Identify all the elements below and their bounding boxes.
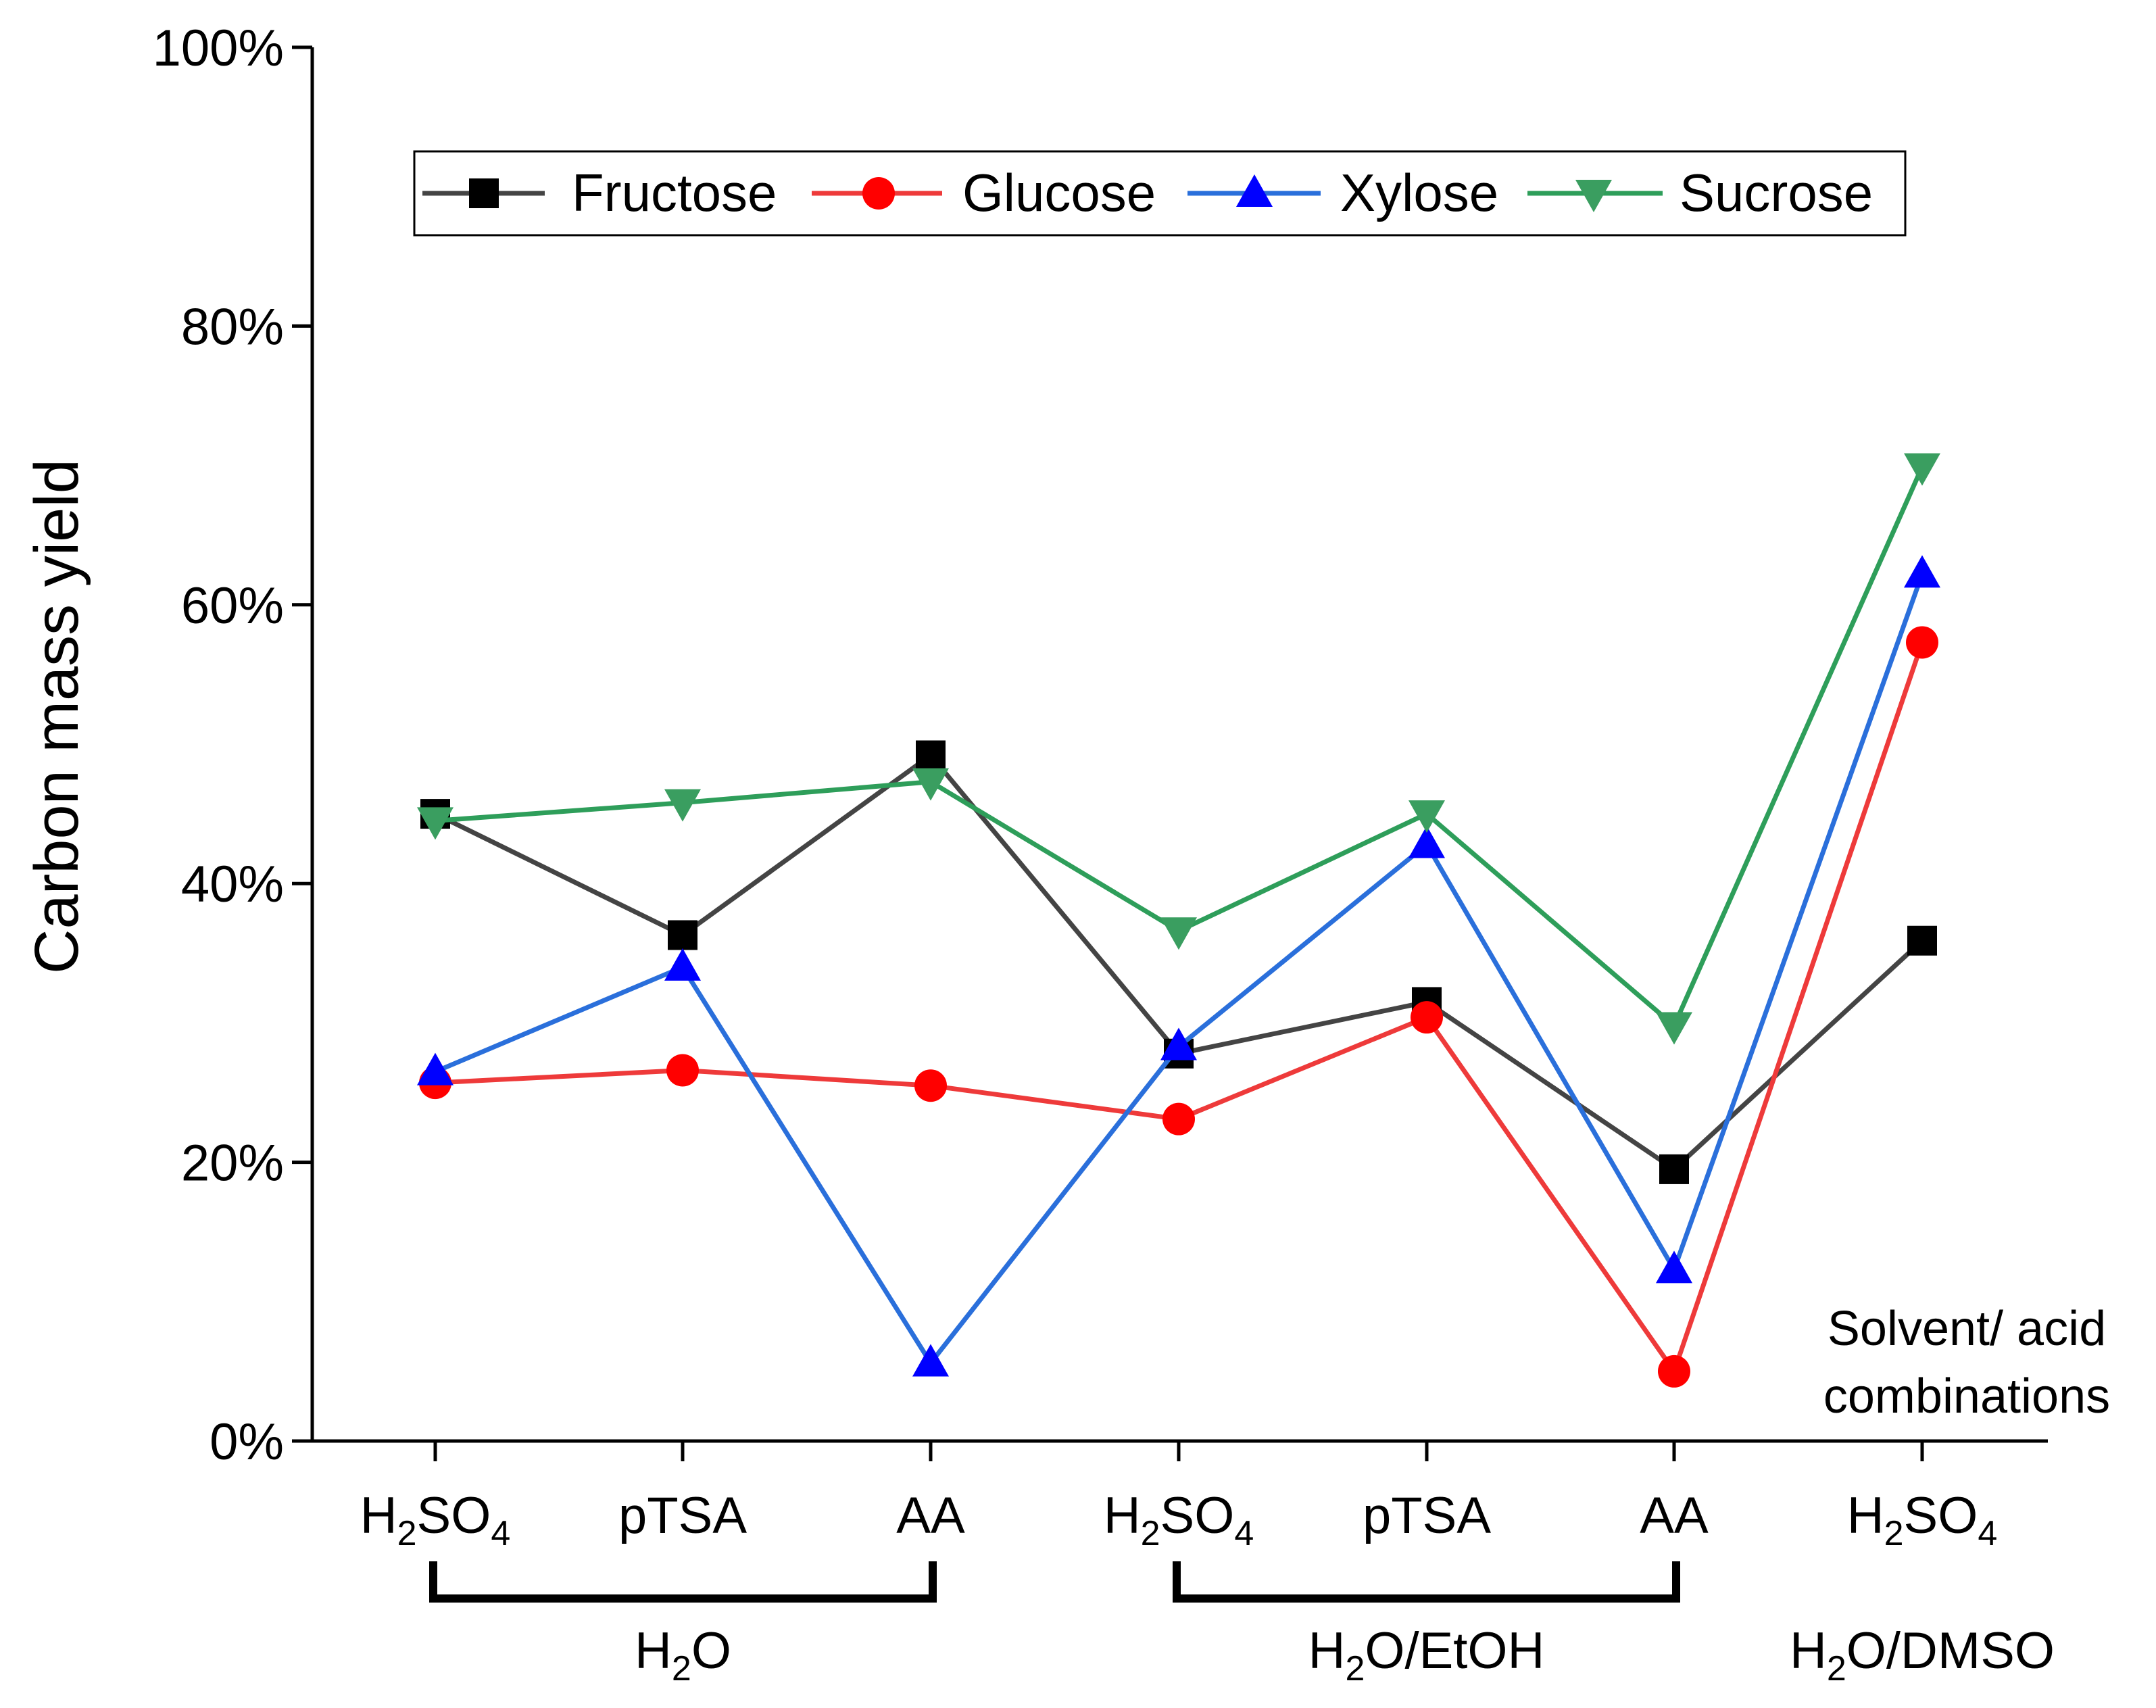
fructose-point bbox=[1659, 1154, 1689, 1184]
sucrose-point bbox=[912, 768, 949, 801]
group-label: H2O bbox=[635, 1622, 731, 1688]
x-tick-label: pTSA bbox=[618, 1487, 747, 1544]
x-tick-label: AA bbox=[896, 1487, 965, 1544]
series-layer bbox=[417, 453, 1940, 1388]
group-label: H2O/EtOH bbox=[1308, 1622, 1545, 1688]
group-bracket bbox=[1173, 1561, 1680, 1603]
series-xylose bbox=[417, 555, 1940, 1377]
xylose-point bbox=[1160, 1027, 1197, 1060]
note-line: combinations bbox=[1823, 1369, 2110, 1423]
legend-item-sucrose: Sucrose bbox=[1527, 163, 1873, 222]
legend-item-fructose: Fructose bbox=[422, 163, 777, 222]
legend-item-glucose: Glucose bbox=[812, 163, 1156, 222]
xylose-point bbox=[417, 1052, 454, 1085]
y-tick-label: 60% bbox=[181, 577, 284, 635]
group-labels: H2O H2O/EtOH H2O/DMSO bbox=[429, 1561, 2055, 1688]
sucrose-point bbox=[1160, 917, 1197, 950]
legend-marker bbox=[862, 177, 895, 210]
xylose-point bbox=[1408, 825, 1445, 858]
x-tick-label: H2SO4 bbox=[360, 1487, 511, 1553]
sucrose-point bbox=[1408, 800, 1445, 833]
legend-label: Fructose bbox=[572, 163, 777, 222]
y-tick-label: 20% bbox=[181, 1135, 284, 1192]
y-tick-label: 100% bbox=[153, 20, 284, 77]
sucrose-point bbox=[1904, 453, 1940, 486]
x-tick-label: AA bbox=[1640, 1487, 1709, 1544]
x-tick-label: H2SO4 bbox=[1847, 1487, 1998, 1553]
x-tick-label: pTSA bbox=[1363, 1487, 1491, 1544]
y-tick-label: 80% bbox=[181, 298, 284, 356]
series-glucose bbox=[419, 626, 1938, 1388]
series-sucrose bbox=[417, 453, 1940, 1045]
axes bbox=[310, 47, 2048, 1443]
glucose-point bbox=[1411, 1001, 1443, 1034]
glucose-point bbox=[1162, 1102, 1195, 1136]
y-tick-label: 40% bbox=[181, 856, 284, 913]
sucrose-point bbox=[417, 807, 454, 840]
glucose-point bbox=[1658, 1355, 1690, 1388]
xylose-point bbox=[1656, 1250, 1692, 1284]
legend-marker bbox=[1575, 180, 1612, 212]
y-tick-label: 0% bbox=[210, 1413, 284, 1471]
legend-label: Xylose bbox=[1340, 163, 1498, 222]
note-line: Solvent/ acid bbox=[1828, 1302, 2106, 1356]
sucrose-point bbox=[1656, 1012, 1692, 1045]
glucose-point bbox=[1906, 626, 1938, 659]
xylose-point bbox=[1904, 555, 1940, 588]
legend-label: Glucose bbox=[962, 163, 1156, 222]
legend-item-xylose: Xylose bbox=[1187, 163, 1498, 222]
xylose-point bbox=[912, 1344, 949, 1377]
x-axis-ticks: H2SO4 pTSA AA H2SO4 pTSA AA H2SO4 bbox=[360, 1441, 1998, 1553]
solvent-acid-note: Solvent/ acid combinations bbox=[1823, 1302, 2110, 1423]
sucrose-point bbox=[664, 789, 701, 822]
glucose-line bbox=[435, 641, 1925, 1374]
x-tick-label: H2SO4 bbox=[1104, 1487, 1254, 1553]
legend-label: Sucrose bbox=[1680, 163, 1873, 222]
legend: Fructose Glucose Xylose Sucrose bbox=[413, 150, 1907, 237]
fructose-point bbox=[668, 920, 697, 950]
glucose-point bbox=[666, 1054, 699, 1087]
fructose-point bbox=[1907, 925, 1937, 956]
xylose-point bbox=[664, 948, 701, 981]
y-axis-ticks: 0% 20% 40% 60% 80% 100% bbox=[153, 20, 312, 1471]
glucose-point bbox=[914, 1069, 947, 1102]
legend-marker bbox=[1236, 174, 1273, 207]
group-bracket bbox=[429, 1561, 937, 1603]
legend-marker bbox=[469, 178, 499, 208]
fructose-point bbox=[916, 740, 946, 771]
group-label: H2O/DMSO bbox=[1790, 1622, 2055, 1688]
y-axis-title: Carbon mass yield bbox=[22, 459, 91, 974]
